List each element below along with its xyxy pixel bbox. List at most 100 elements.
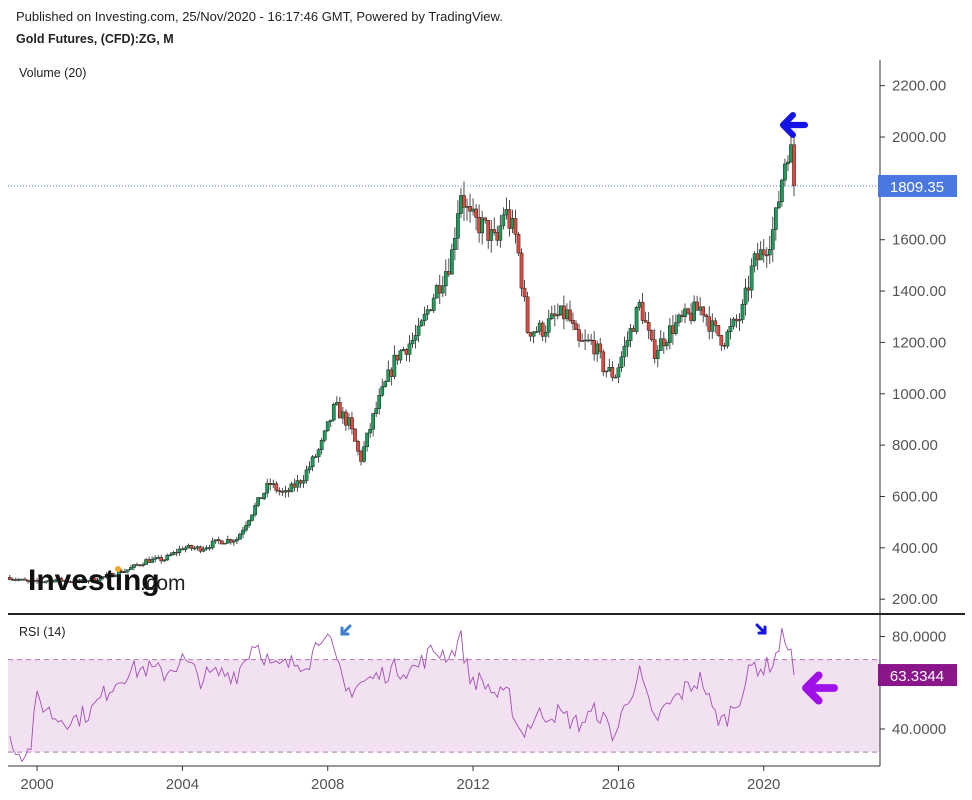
candle (737, 313, 742, 332)
candle-body (277, 490, 282, 492)
candle (549, 305, 554, 321)
candle (595, 340, 600, 362)
candle (253, 502, 257, 518)
candle-body (592, 340, 597, 355)
candle (486, 219, 491, 249)
candle-body (147, 559, 151, 563)
candle (210, 537, 215, 551)
candle (431, 293, 436, 313)
rsi-indicator-label[interactable]: RSI (14) (19, 625, 66, 639)
candle (604, 370, 609, 378)
candle-body (259, 497, 263, 500)
candle (365, 432, 369, 452)
candle-body (465, 206, 469, 208)
candle (219, 540, 224, 545)
candle (419, 318, 424, 327)
candle (322, 429, 327, 443)
candle (201, 546, 206, 553)
candle (552, 305, 557, 327)
candle (110, 572, 115, 577)
candle-body (631, 328, 636, 332)
candle (383, 380, 388, 388)
candle-body (389, 369, 394, 377)
candle (247, 519, 251, 529)
candle-body (543, 331, 548, 337)
candle (661, 332, 666, 354)
candle-body (604, 370, 609, 373)
candle (238, 532, 242, 540)
candle (516, 231, 521, 256)
candle-body (746, 287, 751, 291)
candle (386, 360, 391, 383)
candle-body (374, 408, 379, 414)
candle (319, 437, 324, 455)
candle-body (498, 225, 503, 241)
candle (728, 317, 733, 340)
candle (546, 309, 551, 338)
candle (392, 345, 397, 380)
candle (283, 485, 288, 498)
candle-body (704, 314, 709, 318)
candle (683, 303, 687, 324)
candle-body (344, 411, 348, 426)
candle (328, 419, 333, 428)
candle-body (625, 340, 630, 347)
arrow-head (802, 671, 823, 705)
candle-body (792, 144, 796, 187)
candle-body (428, 309, 433, 311)
candle (601, 349, 606, 377)
candle (440, 276, 445, 298)
rsi-tick-label: 40.0000 (892, 721, 946, 738)
last-price-badge (878, 174, 957, 197)
arrow-head (757, 625, 767, 635)
candle-body (574, 323, 578, 330)
candle-body (770, 229, 775, 250)
candle-body (262, 492, 266, 500)
candle-body (225, 539, 230, 544)
candle (610, 361, 615, 382)
candle-body (368, 428, 372, 434)
candle (477, 204, 481, 243)
candle-body (328, 419, 333, 422)
candle (104, 571, 109, 579)
candle-body (401, 349, 406, 352)
candle (719, 334, 724, 351)
candle (307, 461, 312, 474)
candle (468, 193, 472, 223)
candle-body (777, 201, 781, 209)
candle-body (195, 546, 200, 549)
candle-body (616, 367, 621, 378)
candle-body (607, 366, 612, 372)
candle-body (610, 366, 615, 378)
candle-body (7, 577, 12, 580)
price-tick-label: 1000.00 (892, 386, 946, 403)
candle (752, 251, 757, 273)
candle (313, 453, 318, 459)
candle (507, 199, 512, 237)
candle (628, 323, 633, 348)
published-caption: Published on Investing.com, 25/Nov/2020 … (16, 9, 503, 24)
candle (686, 307, 690, 316)
candle (413, 324, 418, 349)
candle-body (162, 559, 167, 562)
candle-body (274, 483, 279, 491)
candle (262, 492, 266, 501)
volume-indicator-label[interactable]: Volume (20) (19, 66, 87, 80)
candle-body (380, 386, 385, 396)
candle (543, 325, 548, 343)
candle-body (59, 578, 64, 582)
candle-body (210, 540, 215, 548)
rsi-band-layer (8, 659, 880, 753)
candle-body (292, 483, 297, 488)
candle-body (710, 320, 715, 332)
candle (537, 319, 542, 335)
candle (177, 545, 182, 556)
candle (222, 542, 227, 545)
candle (640, 292, 645, 325)
candle-body (734, 318, 739, 322)
x-tick-label: 2020 (747, 776, 780, 793)
candle-body (347, 417, 351, 426)
candle-body (289, 483, 294, 493)
candle (565, 303, 569, 322)
